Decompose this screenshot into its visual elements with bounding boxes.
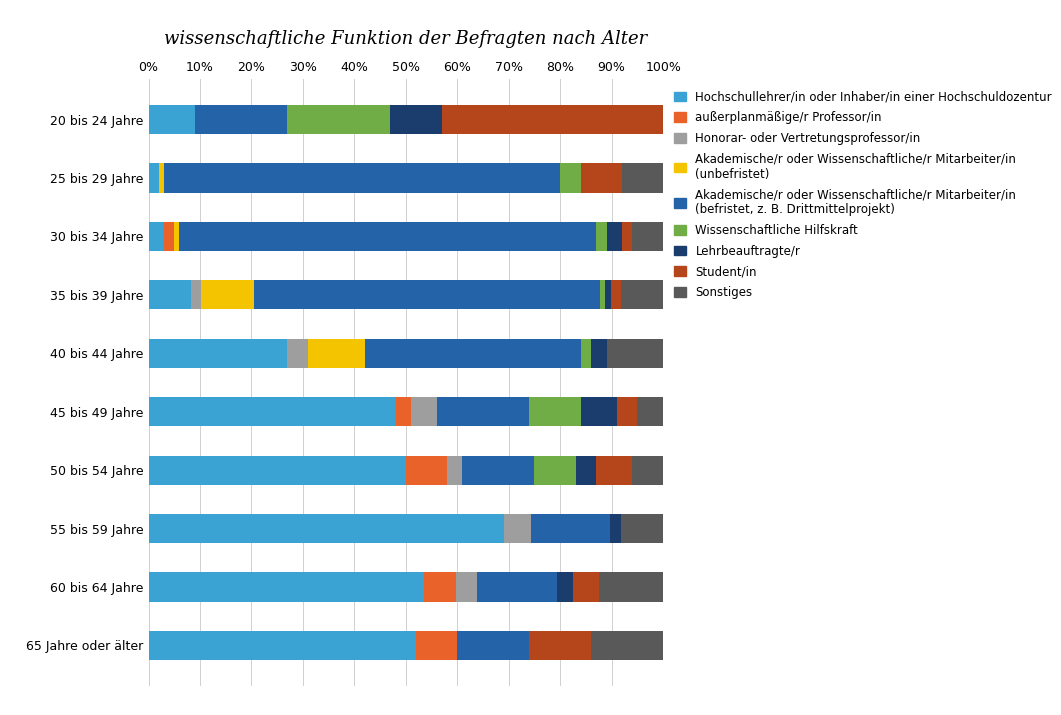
Bar	[477, 573, 557, 601]
Bar	[424, 573, 456, 601]
Bar	[416, 631, 457, 660]
Bar	[607, 339, 663, 368]
Bar	[159, 164, 164, 192]
Bar	[149, 164, 159, 192]
Bar	[591, 339, 607, 368]
Bar	[580, 164, 622, 192]
Bar	[622, 164, 663, 192]
Bar	[638, 397, 663, 426]
Bar	[616, 397, 638, 426]
Bar	[622, 222, 632, 251]
Bar	[149, 514, 504, 543]
Bar	[530, 514, 610, 543]
Bar	[599, 573, 663, 601]
Bar	[149, 280, 191, 310]
Bar	[632, 455, 663, 485]
Bar	[580, 339, 591, 368]
Bar	[308, 339, 365, 368]
Bar	[573, 573, 599, 601]
Bar	[457, 631, 529, 660]
Bar	[164, 222, 174, 251]
Bar	[606, 280, 611, 310]
Bar	[201, 280, 254, 310]
Bar	[365, 339, 580, 368]
Bar	[557, 573, 573, 601]
Bar	[596, 455, 632, 485]
Bar	[529, 631, 591, 660]
Bar	[591, 631, 663, 660]
Bar	[535, 455, 576, 485]
Bar	[596, 222, 607, 251]
Bar	[174, 222, 179, 251]
Bar	[149, 573, 424, 601]
Bar	[621, 280, 663, 310]
Bar	[621, 514, 663, 543]
Bar	[441, 105, 663, 134]
Bar	[405, 455, 447, 485]
Bar	[456, 573, 477, 601]
Bar	[288, 339, 308, 368]
Bar	[580, 397, 616, 426]
Bar	[601, 280, 606, 310]
Bar	[437, 397, 529, 426]
Bar	[504, 514, 530, 543]
Bar	[396, 397, 411, 426]
Bar	[254, 280, 601, 310]
Bar	[529, 397, 580, 426]
Bar	[411, 397, 437, 426]
Bar	[390, 105, 441, 134]
Bar	[610, 514, 621, 543]
Bar	[576, 455, 596, 485]
Legend: Hochschullehrer/in oder Inhaber/in einer Hochschuldozentur, außerplanmäßige/r Pr: Hochschullehrer/in oder Inhaber/in einer…	[674, 91, 1053, 299]
Bar	[164, 164, 560, 192]
Bar	[149, 339, 288, 368]
Bar	[179, 222, 596, 251]
Bar	[560, 164, 580, 192]
Bar	[191, 280, 201, 310]
Bar	[607, 222, 622, 251]
Bar	[149, 631, 416, 660]
Bar	[632, 222, 663, 251]
Bar	[149, 455, 405, 485]
Bar	[149, 397, 396, 426]
Bar	[611, 280, 621, 310]
Bar	[288, 105, 390, 134]
Bar	[195, 105, 288, 134]
Bar	[463, 455, 535, 485]
Title: wissenschaftliche Funktion der Befragten nach Alter: wissenschaftliche Funktion der Befragten…	[164, 30, 647, 48]
Bar	[149, 222, 164, 251]
Bar	[447, 455, 463, 485]
Bar	[149, 105, 195, 134]
